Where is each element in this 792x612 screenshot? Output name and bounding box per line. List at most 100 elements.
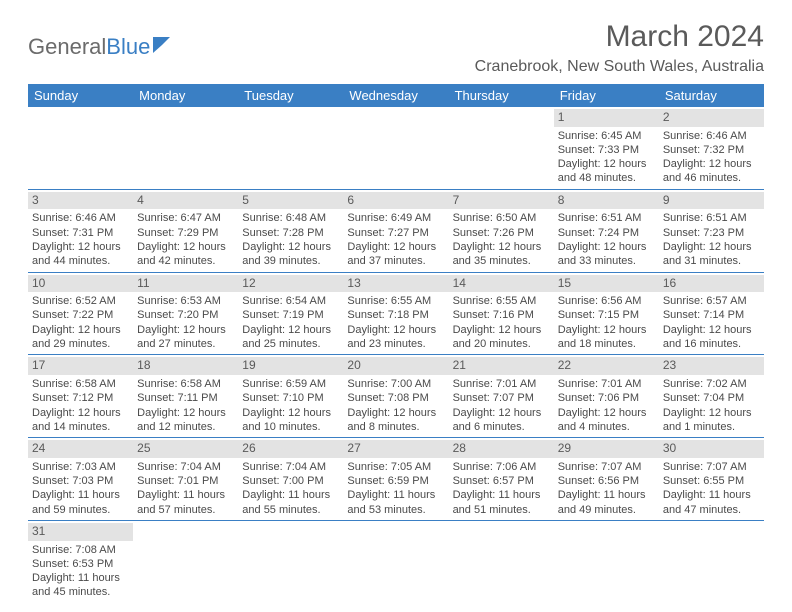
sunrise-line: Sunrise: 7:02 AM	[663, 377, 760, 391]
day-cell: 9Sunrise: 6:51 AMSunset: 7:23 PMDaylight…	[659, 189, 764, 272]
empty-cell	[449, 107, 554, 189]
daylight-line-1: Daylight: 12 hours	[137, 323, 234, 337]
sunset-line: Sunset: 7:22 PM	[32, 308, 129, 322]
day-cell: 13Sunrise: 6:55 AMSunset: 7:18 PMDayligh…	[343, 272, 448, 355]
day-number: 23	[659, 357, 764, 375]
daylight-line-2: and 57 minutes.	[137, 503, 234, 517]
empty-cell	[554, 520, 659, 602]
daylight-line-2: and 31 minutes.	[663, 254, 760, 268]
sunset-line: Sunset: 7:16 PM	[453, 308, 550, 322]
day-cell: 23Sunrise: 7:02 AMSunset: 7:04 PMDayligh…	[659, 355, 764, 438]
day-cell: 27Sunrise: 7:05 AMSunset: 6:59 PMDayligh…	[343, 438, 448, 521]
day-number: 22	[554, 357, 659, 375]
daylight-line-1: Daylight: 12 hours	[558, 323, 655, 337]
sunset-line: Sunset: 6:53 PM	[32, 557, 129, 571]
daylight-line-2: and 48 minutes.	[558, 171, 655, 185]
sunrise-line: Sunrise: 6:47 AM	[137, 211, 234, 225]
day-number: 17	[28, 357, 133, 375]
day-cell: 28Sunrise: 7:06 AMSunset: 6:57 PMDayligh…	[449, 438, 554, 521]
daylight-line-1: Daylight: 11 hours	[242, 488, 339, 502]
daylight-line-1: Daylight: 12 hours	[32, 406, 129, 420]
daylight-line-2: and 10 minutes.	[242, 420, 339, 434]
logo-text-2: Blue	[106, 34, 150, 60]
day-number: 9	[659, 192, 764, 210]
calendar-row: 3Sunrise: 6:46 AMSunset: 7:31 PMDaylight…	[28, 189, 764, 272]
sunset-line: Sunset: 7:19 PM	[242, 308, 339, 322]
empty-cell	[238, 520, 343, 602]
header: GeneralBlue March 2024 Cranebrook, New S…	[28, 20, 764, 76]
dow-header: Thursday	[449, 84, 554, 107]
day-number: 8	[554, 192, 659, 210]
day-number: 21	[449, 357, 554, 375]
day-number: 10	[28, 275, 133, 293]
day-cell: 29Sunrise: 7:07 AMSunset: 6:56 PMDayligh…	[554, 438, 659, 521]
daylight-line-1: Daylight: 12 hours	[137, 406, 234, 420]
sunrise-line: Sunrise: 7:01 AM	[453, 377, 550, 391]
daylight-line-2: and 18 minutes.	[558, 337, 655, 351]
sunset-line: Sunset: 7:12 PM	[32, 391, 129, 405]
sunrise-line: Sunrise: 6:50 AM	[453, 211, 550, 225]
daylight-line-1: Daylight: 12 hours	[242, 406, 339, 420]
sunset-line: Sunset: 6:59 PM	[347, 474, 444, 488]
sunrise-line: Sunrise: 7:01 AM	[558, 377, 655, 391]
day-number: 5	[238, 192, 343, 210]
daylight-line-1: Daylight: 12 hours	[453, 323, 550, 337]
daylight-line-1: Daylight: 11 hours	[137, 488, 234, 502]
day-number: 6	[343, 192, 448, 210]
day-number: 16	[659, 275, 764, 293]
day-cell: 30Sunrise: 7:07 AMSunset: 6:55 PMDayligh…	[659, 438, 764, 521]
empty-cell	[28, 107, 133, 189]
day-number: 1	[554, 109, 659, 127]
daylight-line-2: and 4 minutes.	[558, 420, 655, 434]
daylight-line-2: and 53 minutes.	[347, 503, 444, 517]
day-cell: 24Sunrise: 7:03 AMSunset: 7:03 PMDayligh…	[28, 438, 133, 521]
empty-cell	[449, 520, 554, 602]
day-cell: 3Sunrise: 6:46 AMSunset: 7:31 PMDaylight…	[28, 189, 133, 272]
sunrise-line: Sunrise: 7:04 AM	[242, 460, 339, 474]
sunset-line: Sunset: 7:03 PM	[32, 474, 129, 488]
daylight-line-2: and 44 minutes.	[32, 254, 129, 268]
sunrise-line: Sunrise: 6:51 AM	[558, 211, 655, 225]
day-number: 26	[238, 440, 343, 458]
calendar-row: 31Sunrise: 7:08 AMSunset: 6:53 PMDayligh…	[28, 520, 764, 602]
daylight-line-2: and 49 minutes.	[558, 503, 655, 517]
daylight-line-2: and 12 minutes.	[137, 420, 234, 434]
day-number: 24	[28, 440, 133, 458]
sunrise-line: Sunrise: 6:55 AM	[453, 294, 550, 308]
sunset-line: Sunset: 7:26 PM	[453, 226, 550, 240]
day-cell: 22Sunrise: 7:01 AMSunset: 7:06 PMDayligh…	[554, 355, 659, 438]
day-number: 29	[554, 440, 659, 458]
sunset-line: Sunset: 7:11 PM	[137, 391, 234, 405]
dow-header: Wednesday	[343, 84, 448, 107]
dow-header: Friday	[554, 84, 659, 107]
sunset-line: Sunset: 7:23 PM	[663, 226, 760, 240]
sunrise-line: Sunrise: 7:07 AM	[663, 460, 760, 474]
daylight-line-2: and 16 minutes.	[663, 337, 760, 351]
location: Cranebrook, New South Wales, Australia	[475, 58, 764, 76]
daylight-line-1: Daylight: 11 hours	[453, 488, 550, 502]
daylight-line-2: and 25 minutes.	[242, 337, 339, 351]
day-cell: 12Sunrise: 6:54 AMSunset: 7:19 PMDayligh…	[238, 272, 343, 355]
daylight-line-2: and 39 minutes.	[242, 254, 339, 268]
daylight-line-2: and 45 minutes.	[32, 585, 129, 599]
day-number: 28	[449, 440, 554, 458]
dow-header: Sunday	[28, 84, 133, 107]
calendar-row: 1Sunrise: 6:45 AMSunset: 7:33 PMDaylight…	[28, 107, 764, 189]
day-number: 12	[238, 275, 343, 293]
empty-cell	[343, 520, 448, 602]
day-number: 4	[133, 192, 238, 210]
day-cell: 7Sunrise: 6:50 AMSunset: 7:26 PMDaylight…	[449, 189, 554, 272]
daylight-line-2: and 35 minutes.	[453, 254, 550, 268]
day-cell: 26Sunrise: 7:04 AMSunset: 7:00 PMDayligh…	[238, 438, 343, 521]
daylight-line-1: Daylight: 12 hours	[663, 240, 760, 254]
daylight-line-1: Daylight: 12 hours	[347, 406, 444, 420]
empty-cell	[343, 107, 448, 189]
empty-cell	[238, 107, 343, 189]
day-cell: 2Sunrise: 6:46 AMSunset: 7:32 PMDaylight…	[659, 107, 764, 189]
sunrise-line: Sunrise: 7:05 AM	[347, 460, 444, 474]
day-number: 27	[343, 440, 448, 458]
daylight-line-2: and 14 minutes.	[32, 420, 129, 434]
empty-cell	[133, 520, 238, 602]
daylight-line-1: Daylight: 11 hours	[663, 488, 760, 502]
sunrise-line: Sunrise: 7:07 AM	[558, 460, 655, 474]
